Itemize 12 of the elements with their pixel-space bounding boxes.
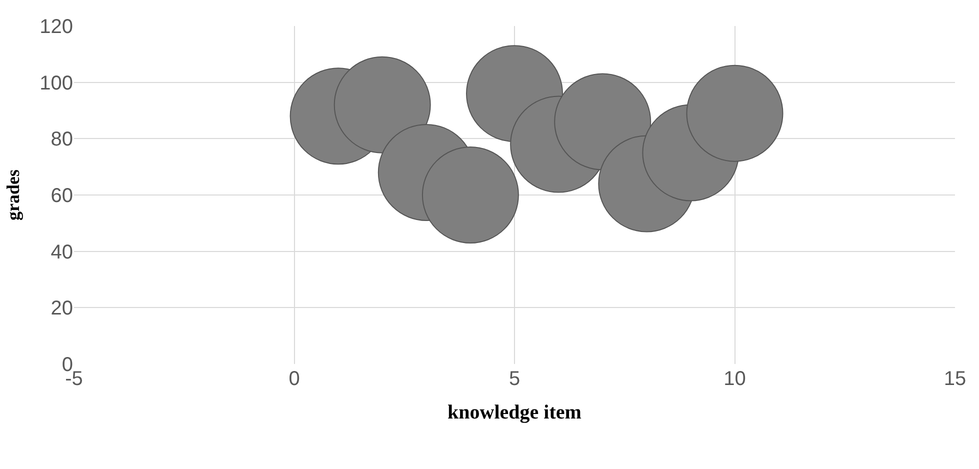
y-tick-label: 20	[50, 298, 73, 320]
y-axis-title: grades	[2, 170, 23, 220]
y-tick-label: 120	[40, 16, 73, 38]
x-tick-label: 15	[944, 368, 966, 390]
y-tick-label: 100	[40, 72, 73, 94]
y-tick-label: 40	[50, 241, 73, 264]
x-tick-label: 5	[508, 368, 520, 390]
x-tick-label: 0	[288, 368, 300, 390]
x-axis-title: knowledge item	[448, 402, 582, 424]
y-tick-label: 60	[50, 185, 73, 207]
x-tick-label: 10	[724, 368, 746, 390]
y-tick-label: 80	[50, 128, 73, 151]
